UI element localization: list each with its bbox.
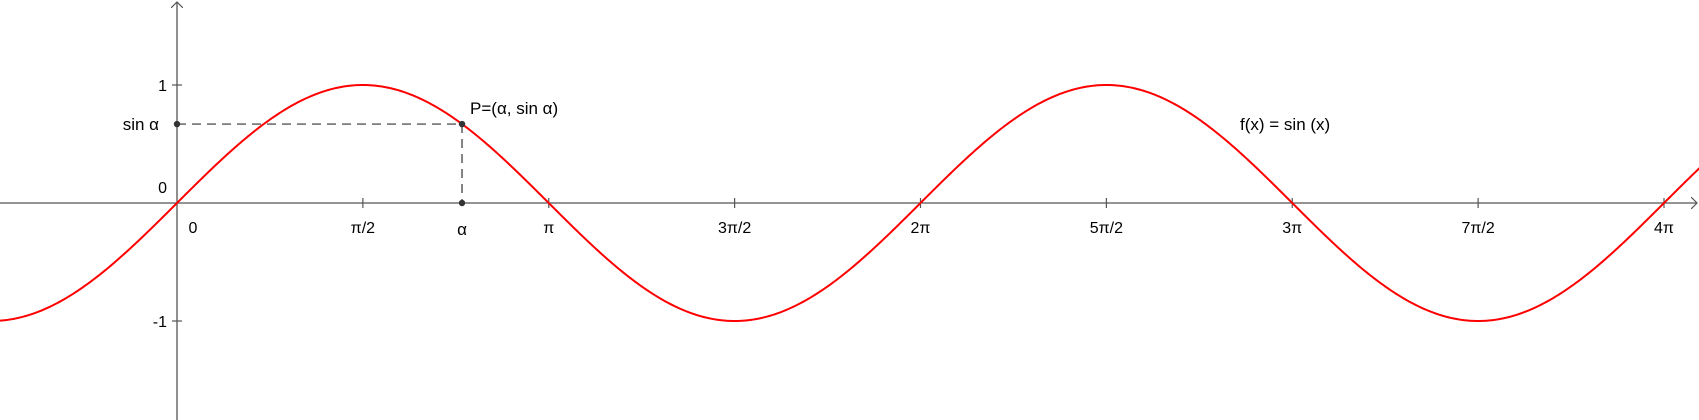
point-p-label: P=(α, sin α) xyxy=(470,99,558,118)
y-tick-label: 1 xyxy=(158,78,167,95)
x-tick-label: π/2 xyxy=(351,220,375,237)
point-alpha-on-x-axis xyxy=(458,199,466,207)
function-label: f(x) = sin (x) xyxy=(1240,115,1330,134)
x-tick-label: 7π/2 xyxy=(1461,220,1494,237)
point-sin-alpha-on-y-axis xyxy=(173,120,181,128)
x-tick-label: 0 xyxy=(189,220,198,237)
y-tick-label: 0 xyxy=(158,180,167,197)
series-line-sin xyxy=(0,83,1699,323)
sin-alpha-label: sin α xyxy=(123,115,159,134)
x-tick-label: 3π xyxy=(1282,220,1302,237)
label-layer: 0 π/2 π 3π/2 2π 5π/2 3π 7π/2 4π 1 0 -1 P=(α, sin α) α… xyxy=(123,78,1674,331)
x-tick-label: 5π/2 xyxy=(1090,220,1123,237)
x-tick-label: 3π/2 xyxy=(718,220,751,237)
x-tick-label: π xyxy=(543,220,554,237)
series-layer xyxy=(0,83,1699,323)
point-p xyxy=(458,120,466,128)
guide-lines xyxy=(177,123,463,203)
y-tick-label: -1 xyxy=(153,314,167,331)
x-tick-label: 4π xyxy=(1654,220,1674,237)
point-layer xyxy=(173,120,466,207)
alpha-label: α xyxy=(457,220,467,239)
x-tick-label: 2π xyxy=(911,220,931,237)
